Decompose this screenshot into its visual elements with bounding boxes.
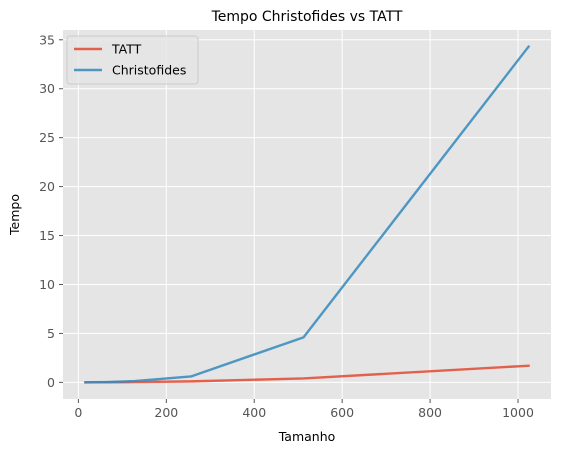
x-tick-label: 0 [74, 405, 82, 420]
y-tick-label: 0 [47, 375, 55, 390]
x-tick-label: 1000 [502, 405, 534, 420]
y-tick-label: 30 [39, 81, 55, 96]
x-axis-label: Tamanho [278, 429, 336, 444]
legend: TATT Christofides [67, 36, 198, 84]
chart-title: Tempo Christofides vs TATT [211, 9, 403, 25]
y-tick-label: 15 [39, 228, 55, 243]
x-tick-label: 600 [330, 405, 354, 420]
y-tick-label: 5 [47, 326, 55, 341]
y-tick-label: 10 [39, 277, 55, 292]
legend-label-christofides: Christofides [112, 63, 186, 78]
y-tick-label: 35 [39, 32, 55, 47]
y-tick-label: 20 [39, 179, 55, 194]
y-axis-label: Tempo [7, 194, 22, 236]
plot-area [63, 30, 551, 399]
x-tick-label: 200 [154, 405, 178, 420]
x-tick-label: 400 [242, 405, 266, 420]
legend-label-tatt: TATT [111, 42, 142, 57]
y-tick-label: 25 [39, 130, 55, 145]
x-tick-label: 800 [418, 405, 442, 420]
